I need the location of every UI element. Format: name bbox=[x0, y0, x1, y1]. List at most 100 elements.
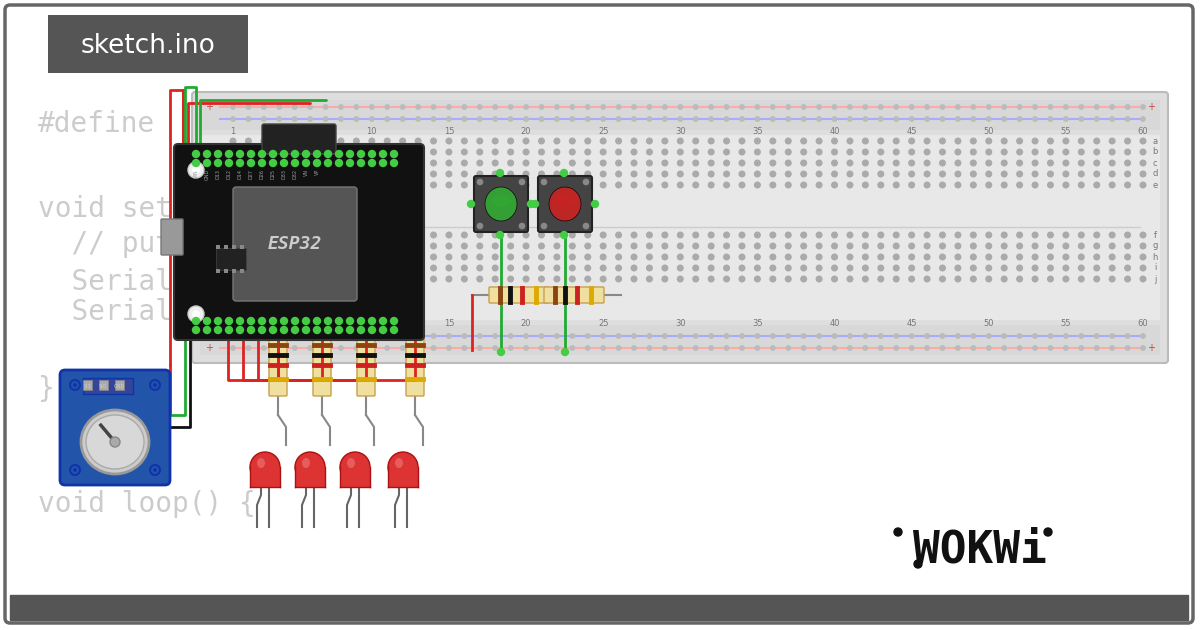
Circle shape bbox=[924, 138, 930, 144]
Circle shape bbox=[1124, 149, 1130, 155]
Text: 45: 45 bbox=[906, 319, 917, 328]
Circle shape bbox=[632, 334, 636, 338]
Text: void setu: void setu bbox=[38, 195, 188, 223]
Circle shape bbox=[631, 276, 637, 282]
Circle shape bbox=[295, 452, 325, 482]
Circle shape bbox=[562, 348, 569, 355]
Circle shape bbox=[523, 171, 529, 177]
Circle shape bbox=[662, 105, 667, 109]
Circle shape bbox=[894, 254, 899, 260]
Circle shape bbox=[539, 232, 545, 238]
Circle shape bbox=[308, 334, 312, 338]
Text: 45: 45 bbox=[906, 127, 917, 137]
Circle shape bbox=[847, 160, 853, 166]
Circle shape bbox=[230, 232, 236, 238]
Circle shape bbox=[431, 346, 436, 350]
Circle shape bbox=[262, 265, 266, 271]
Circle shape bbox=[616, 265, 622, 271]
Circle shape bbox=[281, 151, 288, 158]
Circle shape bbox=[192, 151, 199, 158]
Text: D26: D26 bbox=[259, 169, 264, 179]
Circle shape bbox=[323, 117, 328, 121]
Circle shape bbox=[230, 265, 236, 271]
Circle shape bbox=[476, 138, 482, 144]
Circle shape bbox=[847, 149, 853, 155]
Circle shape bbox=[324, 326, 331, 333]
Circle shape bbox=[833, 117, 836, 121]
Circle shape bbox=[415, 254, 421, 260]
FancyBboxPatch shape bbox=[5, 5, 1193, 623]
Circle shape bbox=[739, 265, 745, 271]
Circle shape bbox=[584, 160, 590, 166]
Circle shape bbox=[276, 243, 282, 249]
Circle shape bbox=[1109, 182, 1115, 188]
Circle shape bbox=[508, 243, 514, 249]
Circle shape bbox=[1063, 160, 1069, 166]
Circle shape bbox=[379, 151, 386, 158]
Circle shape bbox=[1140, 182, 1146, 188]
Text: VP: VP bbox=[314, 169, 319, 175]
Circle shape bbox=[520, 223, 526, 229]
Circle shape bbox=[1126, 346, 1129, 350]
Circle shape bbox=[662, 149, 667, 155]
Circle shape bbox=[508, 276, 514, 282]
Circle shape bbox=[1048, 171, 1054, 177]
Circle shape bbox=[755, 232, 761, 238]
Circle shape bbox=[986, 243, 991, 249]
Circle shape bbox=[230, 254, 236, 260]
Circle shape bbox=[354, 149, 359, 155]
Circle shape bbox=[724, 171, 730, 177]
Text: c: c bbox=[1153, 159, 1157, 168]
Circle shape bbox=[446, 334, 451, 338]
Text: +: + bbox=[205, 343, 214, 353]
Circle shape bbox=[755, 105, 760, 109]
Circle shape bbox=[908, 232, 914, 238]
Circle shape bbox=[384, 138, 390, 144]
Circle shape bbox=[431, 265, 437, 271]
Bar bbox=[232, 245, 236, 249]
Circle shape bbox=[390, 159, 397, 166]
Circle shape bbox=[446, 171, 451, 177]
Circle shape bbox=[863, 265, 868, 271]
Circle shape bbox=[986, 149, 991, 155]
Circle shape bbox=[262, 243, 266, 249]
Circle shape bbox=[708, 265, 714, 271]
Circle shape bbox=[258, 151, 265, 158]
Circle shape bbox=[539, 276, 545, 282]
Circle shape bbox=[1141, 117, 1145, 121]
Circle shape bbox=[1094, 182, 1099, 188]
Text: h: h bbox=[1152, 253, 1158, 261]
Circle shape bbox=[708, 138, 714, 144]
Circle shape bbox=[863, 117, 868, 121]
Circle shape bbox=[800, 232, 806, 238]
Circle shape bbox=[1001, 265, 1007, 271]
Circle shape bbox=[400, 182, 406, 188]
Circle shape bbox=[616, 182, 622, 188]
Circle shape bbox=[226, 326, 233, 333]
Circle shape bbox=[800, 149, 806, 155]
Circle shape bbox=[631, 160, 637, 166]
Circle shape bbox=[476, 254, 482, 260]
Circle shape bbox=[800, 254, 806, 260]
Circle shape bbox=[1140, 160, 1146, 166]
Text: +: + bbox=[205, 102, 214, 112]
Circle shape bbox=[1141, 346, 1145, 350]
Circle shape bbox=[1032, 149, 1038, 155]
Circle shape bbox=[492, 276, 498, 282]
Circle shape bbox=[908, 265, 914, 271]
Circle shape bbox=[584, 254, 590, 260]
Circle shape bbox=[1124, 171, 1130, 177]
Circle shape bbox=[908, 149, 914, 155]
Circle shape bbox=[708, 171, 714, 177]
Circle shape bbox=[1094, 149, 1099, 155]
Circle shape bbox=[230, 160, 236, 166]
Circle shape bbox=[215, 159, 222, 166]
Circle shape bbox=[1079, 232, 1084, 238]
Circle shape bbox=[1094, 117, 1099, 121]
Circle shape bbox=[708, 243, 714, 249]
Circle shape bbox=[307, 182, 313, 188]
Circle shape bbox=[878, 232, 883, 238]
Circle shape bbox=[971, 160, 976, 166]
Circle shape bbox=[370, 346, 374, 350]
Circle shape bbox=[692, 149, 698, 155]
